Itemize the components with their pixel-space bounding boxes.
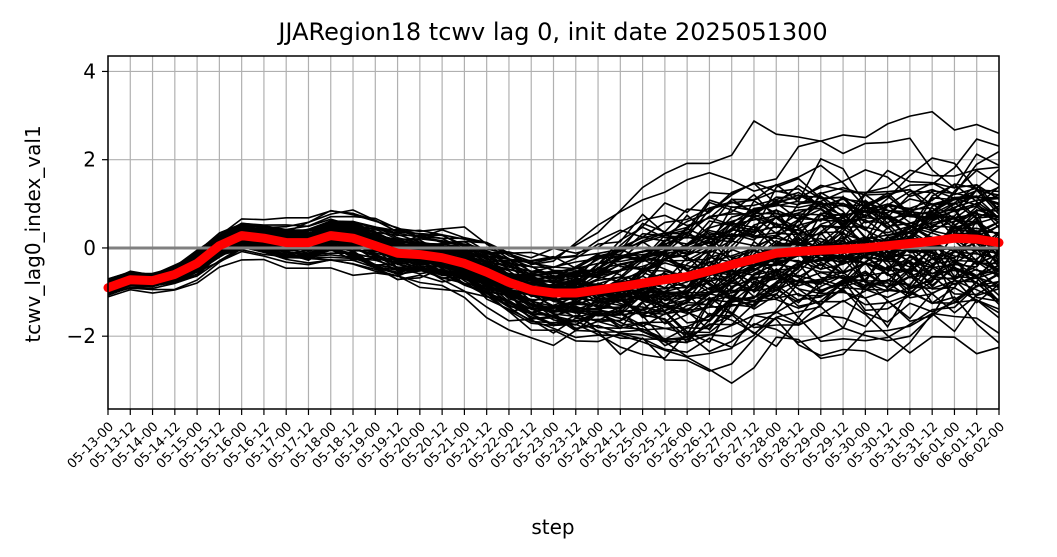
x-axis-label: step <box>531 515 574 539</box>
y-tick-label: 4 <box>83 59 96 83</box>
ensemble-member-line <box>107 201 1000 286</box>
y-tick-label: 2 <box>83 148 96 172</box>
ensemble-member-line <box>107 157 1000 314</box>
y-tick-label: −2 <box>67 324 96 348</box>
ensemble-member-line <box>107 250 1000 355</box>
series-lines <box>103 231 1004 298</box>
ensemble-member-line <box>107 258 1000 372</box>
y-axis-label: tcwv_lag0_index_val1 <box>21 125 45 342</box>
y-axis-ticks: −2 0 2 4 <box>67 59 108 348</box>
ensemble-mean-line <box>103 231 1004 298</box>
chart-title: JJARegion18 tcwv lag 0, init date 202505… <box>276 18 827 46</box>
ensemble-member-line <box>107 169 1000 280</box>
ensemble-member-line <box>107 210 1000 310</box>
y-tick-label: 0 <box>83 236 96 260</box>
